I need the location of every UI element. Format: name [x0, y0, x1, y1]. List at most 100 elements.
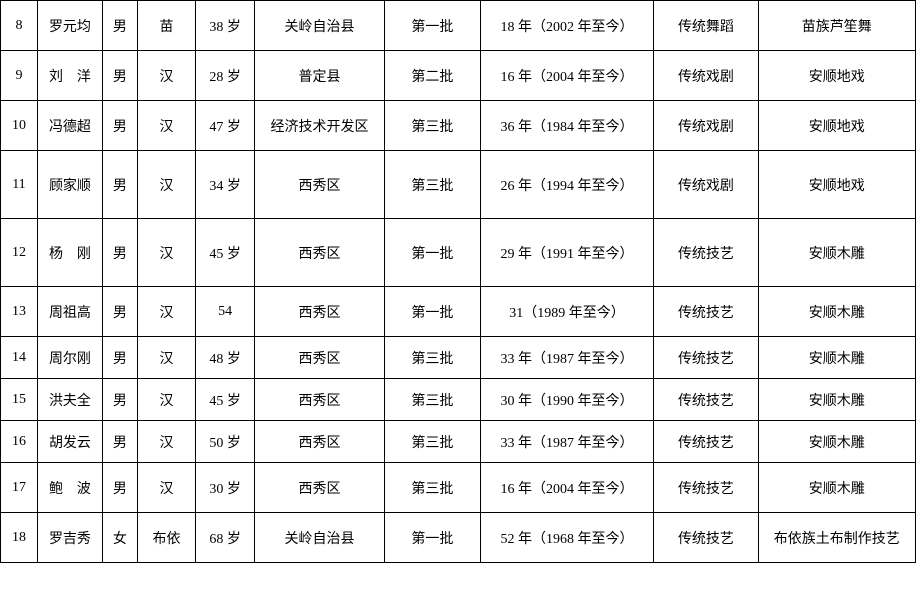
- row-region: 普定县: [254, 51, 384, 101]
- row-ethnic: 汉: [137, 219, 196, 287]
- row-batch: 第三批: [385, 337, 481, 379]
- row-age: 68 岁: [196, 513, 255, 563]
- row-category: 传统技艺: [654, 337, 758, 379]
- row-sex: 女: [103, 513, 138, 563]
- table-row: 14周尔刚男汉48 岁西秀区第三批33 年（1987 年至今）传统技艺安顺木雕: [1, 337, 916, 379]
- row-region: 关岭自治县: [254, 1, 384, 51]
- row-region: 西秀区: [254, 463, 384, 513]
- row-region: 关岭自治县: [254, 513, 384, 563]
- row-age: 50 岁: [196, 421, 255, 463]
- row-batch: 第三批: [385, 421, 481, 463]
- row-batch: 第一批: [385, 287, 481, 337]
- row-years: 33 年（1987 年至今）: [480, 421, 654, 463]
- row-region: 西秀区: [254, 287, 384, 337]
- table-row: 10冯德超男汉47 岁经济技术开发区第三批36 年（1984 年至今）传统戏剧安…: [1, 101, 916, 151]
- row-category: 传统戏剧: [654, 51, 758, 101]
- row-category: 传统技艺: [654, 463, 758, 513]
- row-category: 传统技艺: [654, 379, 758, 421]
- row-project: 安顺木雕: [758, 421, 915, 463]
- table-row: 15洪夫全男汉45 岁西秀区第三批30 年（1990 年至今）传统技艺安顺木雕: [1, 379, 916, 421]
- row-project: 安顺木雕: [758, 379, 915, 421]
- row-ethnic: 汉: [137, 151, 196, 219]
- row-no: 14: [1, 337, 38, 379]
- row-region: 西秀区: [254, 151, 384, 219]
- row-no: 13: [1, 287, 38, 337]
- row-project: 安顺木雕: [758, 287, 915, 337]
- row-region: 经济技术开发区: [254, 101, 384, 151]
- row-project: 安顺木雕: [758, 219, 915, 287]
- row-sex: 男: [103, 337, 138, 379]
- row-sex: 男: [103, 287, 138, 337]
- row-age: 45 岁: [196, 379, 255, 421]
- row-batch: 第三批: [385, 463, 481, 513]
- row-name: 顾家顺: [37, 151, 102, 219]
- row-no: 18: [1, 513, 38, 563]
- row-age: 48 岁: [196, 337, 255, 379]
- row-no: 11: [1, 151, 38, 219]
- row-project: 安顺地戏: [758, 101, 915, 151]
- row-years: 33 年（1987 年至今）: [480, 337, 654, 379]
- row-ethnic: 布依: [137, 513, 196, 563]
- row-project: 安顺地戏: [758, 151, 915, 219]
- row-region: 西秀区: [254, 421, 384, 463]
- row-sex: 男: [103, 379, 138, 421]
- row-sex: 男: [103, 151, 138, 219]
- row-name: 刘 洋: [37, 51, 102, 101]
- row-sex: 男: [103, 101, 138, 151]
- row-age: 30 岁: [196, 463, 255, 513]
- row-name: 冯德超: [37, 101, 102, 151]
- row-batch: 第一批: [385, 1, 481, 51]
- row-no: 16: [1, 421, 38, 463]
- table-row: 8罗元均男苗38 岁关岭自治县第一批18 年（2002 年至今）传统舞蹈苗族芦笙…: [1, 1, 916, 51]
- row-age: 34 岁: [196, 151, 255, 219]
- row-years: 18 年（2002 年至今）: [480, 1, 654, 51]
- row-name: 洪夫全: [37, 379, 102, 421]
- row-years: 36 年（1984 年至今）: [480, 101, 654, 151]
- row-name: 胡发云: [37, 421, 102, 463]
- row-project: 安顺木雕: [758, 463, 915, 513]
- row-sex: 男: [103, 51, 138, 101]
- row-ethnic: 汉: [137, 101, 196, 151]
- row-region: 西秀区: [254, 337, 384, 379]
- row-no: 10: [1, 101, 38, 151]
- row-name: 周尔刚: [37, 337, 102, 379]
- row-project: 布依族土布制作技艺: [758, 513, 915, 563]
- row-ethnic: 苗: [137, 1, 196, 51]
- row-sex: 男: [103, 219, 138, 287]
- row-age: 47 岁: [196, 101, 255, 151]
- row-years: 29 年（1991 年至今）: [480, 219, 654, 287]
- row-category: 传统技艺: [654, 421, 758, 463]
- row-project: 苗族芦笙舞: [758, 1, 915, 51]
- row-age: 54: [196, 287, 255, 337]
- row-name: 鲍 波: [37, 463, 102, 513]
- row-batch: 第三批: [385, 151, 481, 219]
- table-row: 13周祖高男汉54西秀区第一批31（1989 年至今）传统技艺安顺木雕: [1, 287, 916, 337]
- row-age: 28 岁: [196, 51, 255, 101]
- row-ethnic: 汉: [137, 421, 196, 463]
- row-region: 西秀区: [254, 219, 384, 287]
- table-row: 17鲍 波男汉30 岁西秀区第三批16 年（2004 年至今）传统技艺安顺木雕: [1, 463, 916, 513]
- table-row: 12杨 刚男汉45 岁西秀区第一批29 年（1991 年至今）传统技艺安顺木雕: [1, 219, 916, 287]
- row-batch: 第一批: [385, 513, 481, 563]
- row-name: 周祖高: [37, 287, 102, 337]
- table-row: 9刘 洋男汉28 岁普定县第二批16 年（2004 年至今）传统戏剧安顺地戏: [1, 51, 916, 101]
- row-name: 罗吉秀: [37, 513, 102, 563]
- row-no: 15: [1, 379, 38, 421]
- row-project: 安顺木雕: [758, 337, 915, 379]
- row-no: 9: [1, 51, 38, 101]
- row-years: 30 年（1990 年至今）: [480, 379, 654, 421]
- roster-table: 8罗元均男苗38 岁关岭自治县第一批18 年（2002 年至今）传统舞蹈苗族芦笙…: [0, 0, 916, 563]
- row-category: 传统技艺: [654, 513, 758, 563]
- row-batch: 第三批: [385, 379, 481, 421]
- row-years: 26 年（1994 年至今）: [480, 151, 654, 219]
- row-ethnic: 汉: [137, 337, 196, 379]
- table-row: 16胡发云男汉50 岁西秀区第三批33 年（1987 年至今）传统技艺安顺木雕: [1, 421, 916, 463]
- row-name: 罗元均: [37, 1, 102, 51]
- row-project: 安顺地戏: [758, 51, 915, 101]
- row-region: 西秀区: [254, 379, 384, 421]
- row-ethnic: 汉: [137, 379, 196, 421]
- row-batch: 第二批: [385, 51, 481, 101]
- row-category: 传统技艺: [654, 287, 758, 337]
- row-sex: 男: [103, 463, 138, 513]
- table-row: 18罗吉秀女布依68 岁关岭自治县第一批52 年（1968 年至今）传统技艺布依…: [1, 513, 916, 563]
